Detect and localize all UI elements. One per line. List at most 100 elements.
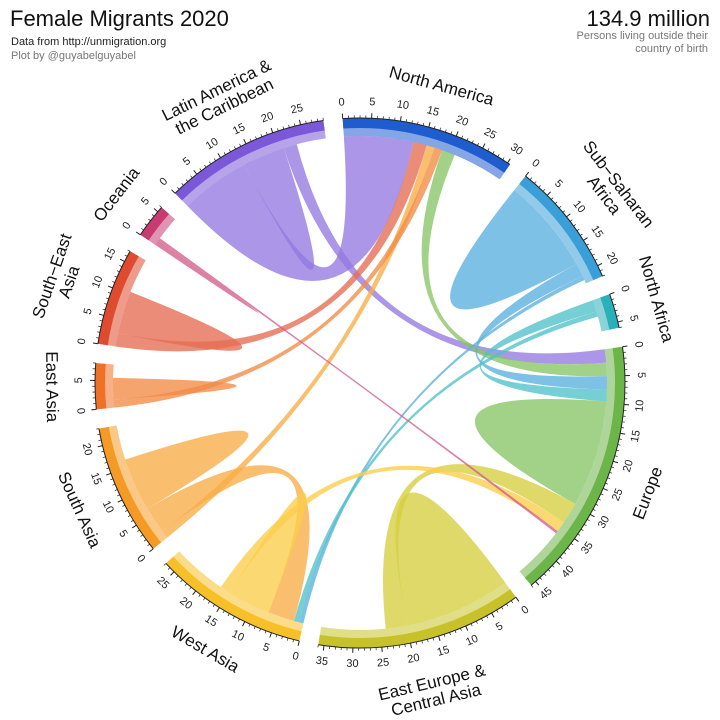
- tick-mark-north-america: [466, 137, 469, 141]
- tick-mark-west-asia: [232, 616, 235, 619]
- tick-label-europe: 15: [629, 429, 643, 443]
- tick-mark-sub-saharan-africa: [569, 219, 573, 222]
- tick-label-east-asia: 5: [73, 377, 85, 383]
- tick-label-south-asia: 15: [88, 471, 103, 487]
- tick-mark-europe: [592, 508, 596, 511]
- tick-mark-europe: [618, 438, 622, 440]
- tick-mark-north-america: [439, 127, 442, 131]
- tick-mark-latin-america-the-caribbean: [185, 179, 189, 182]
- tick-label-sub-saharan-africa: 5: [552, 178, 565, 191]
- plot-credit: Plot by @guyabelguyabel: [11, 50, 136, 62]
- tick-mark-latin-america-the-caribbean: [249, 138, 252, 142]
- tick-mark-east-europe-central-asia: [506, 603, 509, 607]
- tick-mark-latin-america-the-caribbean: [298, 119, 302, 125]
- tick-mark-latin-america-the-caribbean: [199, 168, 202, 171]
- tick-mark-oceania: [141, 228, 144, 231]
- tick-mark-west-asia: [292, 639, 294, 643]
- tick-mark-south-east-asia: [112, 281, 115, 283]
- tick-mark-europe: [617, 444, 621, 446]
- tick-mark-europe: [570, 543, 574, 546]
- sector-arc-sub-saharan-africa: [514, 176, 603, 284]
- tick-mark-latin-america-the-caribbean: [260, 134, 263, 137]
- tick-mark-europe: [535, 581, 540, 586]
- tick-mark-europe: [567, 547, 570, 550]
- tick-mark-europe: [580, 528, 584, 531]
- tick-mark-west-asia: [253, 626, 256, 630]
- tick-mark-sub-saharan-africa: [554, 201, 558, 204]
- tick-mark-europe: [587, 519, 590, 522]
- tick-label-north-america: 5: [369, 96, 376, 108]
- tick-mark-east-europe-central-asia: [443, 634, 446, 638]
- tick-mark-latin-america-the-caribbean: [293, 123, 296, 127]
- sector-axis-oceania: [139, 206, 162, 236]
- tick-label-east-europe-central-asia: 5: [494, 620, 505, 633]
- tick-mark-west-asia: [198, 594, 201, 597]
- tick-mark-west-asia: [281, 636, 283, 640]
- sector-axis-west-asia: [165, 563, 300, 642]
- tick-mark-sub-saharan-africa: [562, 210, 566, 213]
- tick-mark-east-europe-central-asia: [496, 609, 499, 613]
- sector-arc-latin-america-the-caribbean: [174, 120, 326, 207]
- sector-axis-east-asia: [94, 363, 97, 410]
- tick-mark-north-america: [492, 151, 495, 154]
- tick-mark-latin-america-the-caribbean: [171, 189, 176, 194]
- tick-label-europe: 45: [538, 585, 555, 602]
- tick-label-north-africa: 0: [618, 284, 631, 294]
- tick-mark-south-east-asia: [107, 285, 113, 289]
- tick-mark-sub-saharan-africa: [592, 253, 595, 256]
- tick-mark-east-europe-central-asia: [475, 620, 478, 624]
- tick-mark-south-asia: [112, 483, 116, 486]
- tick-mark-west-asia: [275, 634, 278, 638]
- tick-mark-north-america: [497, 154, 500, 157]
- tick-label-north-america: 0: [338, 96, 345, 108]
- tick-label-europe: 25: [610, 487, 626, 503]
- tick-label-south-east-asia: 5: [82, 307, 95, 316]
- tick-mark-east-europe-central-asia: [501, 606, 504, 610]
- tick-label-east-europe-central-asia: 25: [377, 657, 390, 670]
- tick-mark-south-asia: [143, 539, 147, 542]
- tick-label-north-america: 25: [482, 126, 498, 142]
- tick-label-europe: 10: [634, 399, 647, 412]
- tick-mark-south-asia: [127, 515, 131, 517]
- tick-mark-sub-saharan-africa: [583, 237, 588, 241]
- tick-label-europe: 5: [635, 372, 647, 378]
- tick-mark-europe: [574, 538, 579, 543]
- tick-mark-sub-saharan-africa: [546, 191, 552, 196]
- tick-label-east-europe-central-asia: 20: [406, 652, 420, 666]
- tick-mark-sub-saharan-africa: [573, 224, 576, 227]
- flow-oceania-to-oceania: [155, 240, 259, 313]
- tick-label-west-asia: 5: [261, 641, 271, 654]
- tick-label-sub-saharan-africa: 15: [589, 223, 606, 240]
- tick-mark-south-east-asia: [116, 270, 120, 273]
- sector-band-west-asia: [165, 556, 302, 641]
- tick-mark-south-asia: [122, 504, 125, 507]
- tick-mark-sub-saharan-africa: [599, 269, 603, 272]
- tick-mark-sub-saharan-africa: [542, 189, 546, 192]
- tick-mark-south-asia: [104, 462, 108, 464]
- tick-mark-south-asia: [131, 524, 137, 529]
- tick-label-west-asia: 25: [154, 575, 171, 592]
- tick-mark-sub-saharan-africa: [538, 185, 541, 188]
- tick-mark-west-asia: [184, 583, 188, 586]
- tick-mark-europe: [584, 523, 587, 527]
- tick-mark-sub-saharan-africa: [594, 258, 598, 261]
- tick-mark-east-europe-central-asia: [515, 596, 520, 602]
- flow-west-asia-to-west-asia: [229, 492, 307, 613]
- total-description: Persons living outside their country of …: [576, 30, 708, 55]
- tick-mark-sub-saharan-africa: [525, 171, 530, 177]
- tick-label-east-europe-central-asia: 15: [436, 644, 451, 659]
- tick-mark-europe: [547, 569, 551, 572]
- tick-mark-latin-america-the-caribbean: [305, 120, 307, 124]
- tick-mark-west-asia: [216, 607, 220, 613]
- tick-mark-latin-america-the-caribbean: [190, 175, 193, 179]
- tick-mark-europe: [622, 345, 628, 348]
- tick-mark-latin-america-the-caribbean: [228, 149, 231, 152]
- tick-mark-north-america: [507, 158, 511, 164]
- tick-mark-south-asia: [140, 534, 144, 537]
- tick-mark-sub-saharan-africa: [529, 177, 533, 180]
- tick-mark-north-america: [487, 148, 490, 151]
- sector-band-north-africa: [600, 294, 620, 330]
- flow-east-asia-to-north-america: [113, 147, 443, 408]
- tick-mark-europe: [605, 482, 609, 485]
